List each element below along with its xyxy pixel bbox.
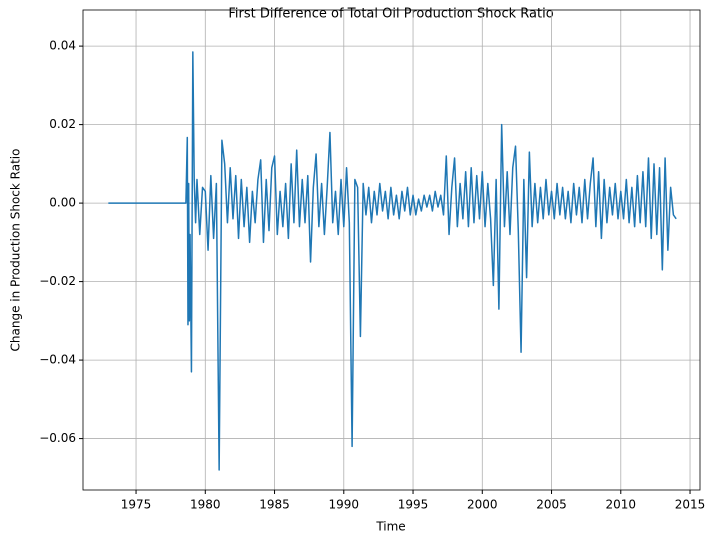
x-tick-label: 2000 (467, 498, 498, 512)
x-tick-label: 2010 (606, 498, 637, 512)
chart-title: First Difference of Total Oil Production… (228, 7, 553, 22)
y-axis-label: Change in Production Shock Ratio (9, 149, 23, 352)
x-tick-label: 1980 (190, 498, 221, 512)
y-tick-label: 0.02 (49, 117, 76, 131)
x-tick-label: 1985 (259, 498, 290, 512)
y-tick-label: 0.00 (49, 196, 76, 210)
data-line (108, 51, 677, 471)
y-tick-label: −0.04 (39, 353, 76, 367)
plot-frame (82, 9, 701, 491)
x-tick-label: 1990 (329, 498, 360, 512)
y-tick-label: −0.02 (39, 274, 76, 288)
x-tick-label: 2005 (536, 498, 567, 512)
x-axis-label: Time (375, 520, 405, 534)
y-tick-label: 0.04 (49, 39, 76, 53)
x-tick-label: 2015 (675, 498, 706, 512)
x-tick-label: 1975 (121, 498, 152, 512)
x-tick-label: 1995 (398, 498, 429, 512)
y-tick-label: −0.06 (39, 431, 76, 445)
